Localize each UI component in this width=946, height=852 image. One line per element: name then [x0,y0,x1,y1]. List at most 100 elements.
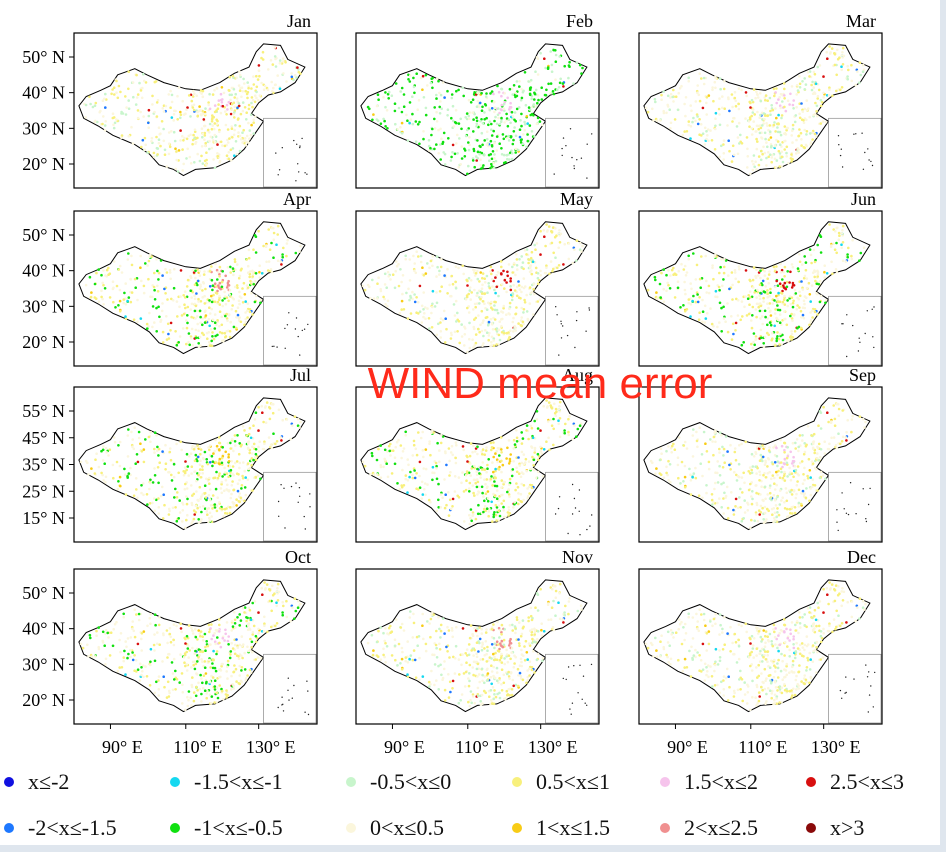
station-point [470,291,474,294]
station-point [533,448,537,452]
station-point [803,302,806,306]
station-point [418,310,422,314]
inset-island [309,493,311,495]
station-point [424,73,428,77]
station-point [414,120,418,123]
station-point [517,106,521,109]
station-point [710,322,714,326]
station-point [835,270,839,274]
station-point [494,513,498,517]
station-point [247,256,251,260]
station-point [783,275,786,278]
station-point [772,446,775,449]
station-point [386,305,389,308]
station-point [120,136,123,140]
station-point [810,434,813,437]
station-point [116,487,120,491]
station-point [775,483,778,487]
station-point [491,269,494,272]
station-point [492,100,496,104]
inset-island [836,521,838,523]
station-point [522,267,525,271]
station-point [533,135,536,138]
station-point [803,450,807,454]
station-point [224,274,227,278]
station-point [800,502,803,506]
station-point [520,431,523,434]
station-point [770,144,773,148]
station-point [761,152,764,156]
station-point [742,517,745,520]
station-point [797,151,800,154]
station-point [802,492,806,496]
station-point [510,152,514,155]
station-point [221,270,224,273]
station-point [201,95,205,99]
station-point [761,459,764,463]
station-point [124,303,128,306]
station-point [837,414,841,418]
station-point [234,92,237,96]
station-point [535,242,539,245]
station-point [225,296,229,300]
station-point [416,301,420,304]
station-point [783,310,786,313]
station-point [195,490,198,493]
station-point [554,53,558,57]
station-point [769,323,773,327]
station-point [655,291,658,294]
station-point [175,343,179,347]
station-point [783,451,786,454]
station-point [237,473,240,476]
station-point [462,448,466,452]
station-point [413,300,417,304]
station-point [779,334,782,338]
station-point [724,259,728,262]
station-point [124,493,128,496]
station-point [131,438,134,441]
station-point [845,439,848,442]
station-point [803,478,806,482]
station-point [835,89,838,93]
station-point [136,109,140,112]
station-point [791,459,795,463]
station-point [172,286,176,290]
station-point [742,471,745,475]
station-point [113,93,116,96]
station-point [809,141,813,144]
station-point [783,507,787,510]
station-point [218,441,222,445]
station-point [766,99,769,102]
station-point [201,505,205,508]
station-point [376,297,379,300]
station-point [277,408,281,412]
station-point [198,159,202,163]
station-point [246,81,249,84]
station-point [737,280,740,284]
inset-island [867,503,870,506]
station-point [712,435,716,439]
station-point [254,294,258,298]
station-point [245,434,248,437]
station-point [828,45,831,48]
station-point [409,296,413,299]
station-point [216,155,220,158]
station-point [236,313,240,317]
station-point [789,92,792,96]
station-point [672,100,675,103]
station-point [426,483,429,486]
station-point [701,298,704,302]
station-point [703,143,707,146]
station-point [500,479,504,482]
station-point [767,138,771,141]
inset-island [576,311,578,313]
station-point [225,103,229,107]
station-point [248,466,252,470]
station-point [198,287,202,291]
station-point [767,273,771,276]
station-point [169,321,173,325]
station-point [463,344,466,347]
station-point [228,288,232,292]
station-point [186,497,189,501]
station-point [781,278,784,281]
